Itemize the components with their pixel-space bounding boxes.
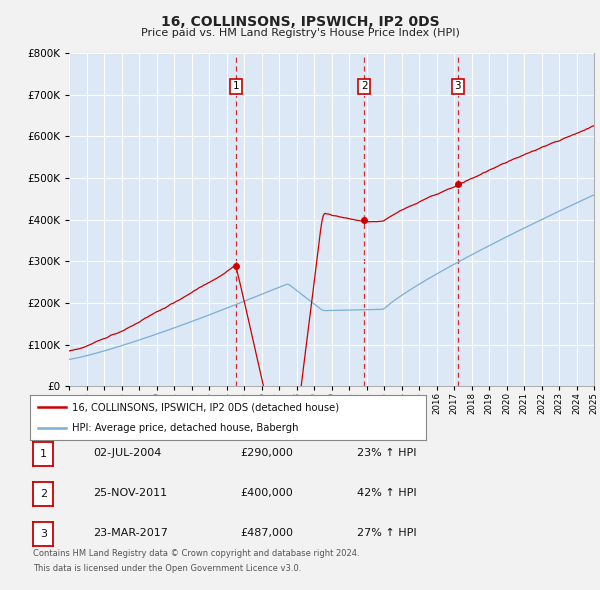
Text: 23-MAR-2017: 23-MAR-2017 bbox=[93, 529, 168, 538]
Text: 23% ↑ HPI: 23% ↑ HPI bbox=[357, 448, 416, 458]
Text: 27% ↑ HPI: 27% ↑ HPI bbox=[357, 529, 416, 538]
Text: 16, COLLINSONS, IPSWICH, IP2 0DS (detached house): 16, COLLINSONS, IPSWICH, IP2 0DS (detach… bbox=[71, 402, 339, 412]
Text: £400,000: £400,000 bbox=[240, 489, 293, 498]
Text: Contains HM Land Registry data © Crown copyright and database right 2024.: Contains HM Land Registry data © Crown c… bbox=[33, 549, 359, 558]
Text: 25-NOV-2011: 25-NOV-2011 bbox=[93, 489, 167, 498]
Text: 42% ↑ HPI: 42% ↑ HPI bbox=[357, 489, 416, 498]
Text: HPI: Average price, detached house, Babergh: HPI: Average price, detached house, Babe… bbox=[71, 422, 298, 432]
Text: This data is licensed under the Open Government Licence v3.0.: This data is licensed under the Open Gov… bbox=[33, 565, 301, 573]
Text: 3: 3 bbox=[455, 81, 461, 91]
Text: 2: 2 bbox=[361, 81, 368, 91]
Text: Price paid vs. HM Land Registry's House Price Index (HPI): Price paid vs. HM Land Registry's House … bbox=[140, 28, 460, 38]
Text: 3: 3 bbox=[40, 529, 47, 539]
Text: 1: 1 bbox=[233, 81, 239, 91]
Text: 2: 2 bbox=[40, 489, 47, 499]
Text: £487,000: £487,000 bbox=[240, 529, 293, 538]
Text: 1: 1 bbox=[40, 449, 47, 458]
Text: £290,000: £290,000 bbox=[240, 448, 293, 458]
Text: 16, COLLINSONS, IPSWICH, IP2 0DS: 16, COLLINSONS, IPSWICH, IP2 0DS bbox=[161, 15, 439, 29]
Text: 02-JUL-2004: 02-JUL-2004 bbox=[93, 448, 161, 458]
